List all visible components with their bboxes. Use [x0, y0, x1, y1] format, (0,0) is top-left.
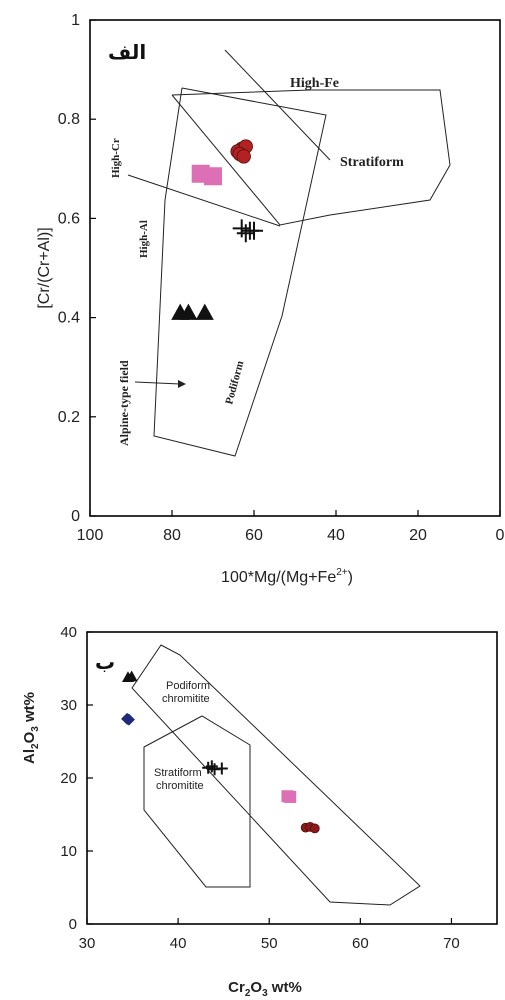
- data-point-triangle: [125, 670, 138, 682]
- y-tick-label: 0: [71, 508, 80, 525]
- chart-2-label-podiform: Podiform: [166, 680, 210, 692]
- chart-2-label-stratiform: Stratiform: [154, 767, 202, 779]
- chart-1-panel-label: الف: [108, 40, 146, 64]
- chart-2-xlabel: Cr2O3 wt%: [228, 979, 302, 999]
- y-tick-label: 0.4: [58, 310, 80, 327]
- y-tick-label: 20: [60, 770, 77, 787]
- chart-2-ticks: 30 40 50 60 70 0 10 20 30 40: [60, 624, 459, 952]
- y-tick-label: 0: [69, 916, 77, 933]
- chart-2-stratiform-field: [143, 715, 251, 888]
- x-tick-label: 70: [443, 935, 460, 952]
- chart-2-panel-label: ب: [95, 650, 115, 674]
- chart-1-ticks: 100 80 60 40 20 0 0 0.2 0.4 0.6 0.8 1: [58, 12, 505, 544]
- chart-1-marks: [171, 139, 263, 320]
- data-point-plus: [232, 219, 251, 238]
- x-tick-label: 100: [77, 527, 104, 544]
- y-tick-label: 0.2: [58, 409, 80, 426]
- y-tick-label: 0.6: [58, 210, 80, 227]
- chart-1-xlabel-main: 100*Mg/(Mg+Fe: [221, 569, 336, 586]
- chart-2-podiform-field: [131, 644, 421, 906]
- chart-2-ylabel-text: Al2O3 wt%: [21, 692, 41, 764]
- chart-1-alpine-arrow-line: [134, 381, 181, 385]
- chart-1-plot-frame: [89, 19, 501, 517]
- x-tick-label: 30: [79, 935, 96, 952]
- chart-2-marks: [121, 670, 320, 834]
- data-point-square: [204, 167, 222, 186]
- data-point-plus: [236, 224, 255, 243]
- data-point-plus: [215, 762, 228, 775]
- chart-2-plot-frame: [86, 631, 498, 925]
- chart-2-xlabel-text: Cr2O3 wt%: [228, 979, 302, 999]
- x-tick-label: 60: [352, 935, 369, 952]
- chart-1-high-cr-divider: [127, 174, 281, 227]
- data-point-circle: [236, 149, 251, 164]
- chart-1: High-Fe Stratiform High-Cr High-Al Podif…: [36, 12, 505, 586]
- y-tick-label: 0.8: [58, 111, 80, 128]
- data-point-triangle: [179, 303, 198, 320]
- chart-1-alpine-arrow-head: [178, 380, 186, 388]
- chart-2-ylabel: Al2O3 wt%: [21, 692, 41, 764]
- chart-1-label-high-fe: High-Fe: [290, 76, 339, 91]
- chart-2-label-podiform-chromitite: chromitite: [162, 693, 210, 705]
- y-tick-label: 1: [71, 12, 80, 29]
- x-tick-label: 20: [409, 527, 427, 544]
- data-point-plus: [245, 221, 263, 240]
- chart-2-label-stratiform-chromitite: chromitite: [156, 780, 204, 792]
- data-point-square: [284, 790, 297, 803]
- chart-1-label-alpine: Alpine-type field: [117, 360, 131, 446]
- x-tick-label: 40: [327, 527, 345, 544]
- chart-1-stratiform-field: [171, 89, 451, 226]
- x-tick-label: 60: [245, 527, 263, 544]
- chart-1-label-high-cr: High-Cr: [110, 138, 122, 178]
- x-tick-label: 80: [163, 527, 181, 544]
- data-point-circle: [309, 823, 320, 834]
- chart-1-label-stratiform: Stratiform: [340, 155, 404, 170]
- x-tick-label: 40: [170, 935, 187, 952]
- y-tick-label: 30: [60, 697, 77, 714]
- y-tick-label: 40: [60, 624, 77, 641]
- chart-1-high-fe-divider: [224, 49, 331, 161]
- chart-1-xlabel-close: ): [348, 569, 353, 586]
- chart-1-label-podiform: Podiform: [223, 360, 246, 406]
- data-point-plus: [205, 760, 218, 773]
- chart-2: Podiform chromitite Stratiform chromitit…: [21, 624, 498, 999]
- chart-1-ylabel: [Cr/(Cr+Al)]: [36, 227, 53, 308]
- chart-1-xlabel-sup: 2+: [336, 567, 348, 578]
- data-point-triangle: [195, 303, 214, 320]
- data-point-diamond: [122, 713, 135, 726]
- x-tick-label: 0: [496, 527, 505, 544]
- chart-1-label-high-al: High-Al: [138, 220, 150, 258]
- x-tick-label: 50: [261, 935, 278, 952]
- y-tick-label: 10: [60, 843, 77, 860]
- chart-1-xlabel: 100*Mg/(Mg+Fe2+): [221, 567, 353, 586]
- chart-1-alpine-field: [153, 87, 327, 457]
